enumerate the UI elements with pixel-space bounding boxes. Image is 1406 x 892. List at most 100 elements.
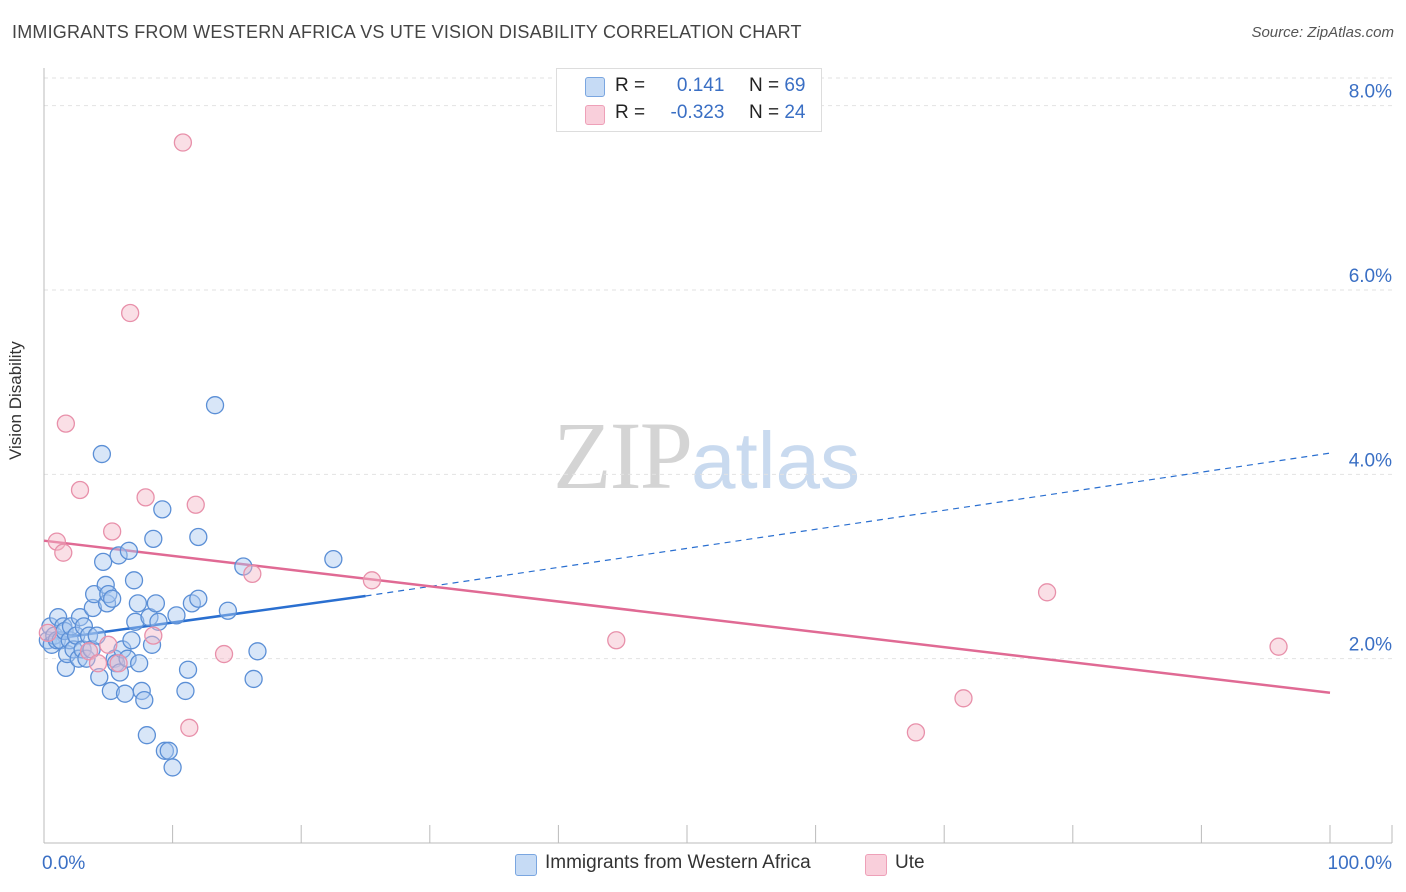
data-point-blue <box>159 741 178 760</box>
axes <box>43 68 1393 844</box>
tick-labels: 2.0% 4.0% 6.0% 8.0% 0.0% 100.0% <box>42 82 1392 874</box>
data-point-blue <box>205 396 225 415</box>
data-point-blue <box>119 541 139 560</box>
data-point-blue <box>149 612 168 631</box>
watermark-zip: ZIP <box>553 402 693 509</box>
data-point-pink <box>136 488 155 507</box>
legend-n-label: N = <box>748 75 780 96</box>
data-point-blue <box>135 690 154 710</box>
data-point-blue <box>79 626 99 645</box>
data-point-blue <box>146 594 166 613</box>
data-point-blue <box>178 660 198 679</box>
data-point-pink <box>109 654 128 673</box>
data-point-blue <box>218 601 238 620</box>
legend-swatch-blue <box>585 77 605 97</box>
data-point-blue <box>90 667 109 687</box>
data-point-blue <box>92 444 112 464</box>
data-point-pink <box>214 644 234 664</box>
watermark-atlas: atlas <box>691 416 860 505</box>
data-point-blue <box>118 649 137 668</box>
data-point-pink <box>121 303 140 323</box>
legend-box: R = 0.141 N = 69 R = -0.323 N = 24 <box>556 68 822 132</box>
data-point-pink <box>906 723 926 742</box>
data-point-pink <box>1269 637 1288 656</box>
data-point-blue <box>176 681 195 701</box>
data-point-pink <box>47 532 67 551</box>
data-point-blue <box>124 571 144 590</box>
legend-n-value: 24 <box>784 102 806 123</box>
data-point-blue <box>103 589 122 608</box>
data-point-pink <box>362 571 382 590</box>
data-point-blue <box>137 726 157 745</box>
y-tick-label: 4.0% <box>1349 450 1392 471</box>
data-point-blue <box>70 608 90 627</box>
x-tick-label: 0.0% <box>42 853 85 874</box>
trend-line-pink <box>43 539 1331 695</box>
data-point-blue <box>110 663 130 682</box>
trend-line-blue-dashed <box>365 452 1331 597</box>
data-point-pink <box>173 133 193 152</box>
data-point-blue <box>130 654 149 673</box>
data-point-blue <box>153 500 172 519</box>
data-point-blue <box>56 658 76 678</box>
data-point-blue <box>163 758 182 777</box>
legend-n-label: N = <box>748 102 780 123</box>
legend-row-blue: R = 0.141 N = 69 <box>615 75 805 97</box>
data-point-blue <box>109 546 128 565</box>
bottom-legend-swatch-pink <box>865 854 887 876</box>
y-tick-label: 8.0% <box>1349 82 1392 103</box>
y-tick-label: 6.0% <box>1349 266 1392 287</box>
legend-n-value: 69 <box>784 75 806 96</box>
bottom-legend-swatch-blue <box>515 854 537 876</box>
y-tick-label: 2.0% <box>1349 635 1392 656</box>
data-point-pink <box>1037 583 1057 602</box>
data-point-blue <box>126 612 145 631</box>
data-point-blue <box>122 631 141 650</box>
trend-line-pink-solid <box>43 539 1331 695</box>
data-point-pink <box>144 626 163 645</box>
x-tick-label: 100.0% <box>1328 853 1393 874</box>
data-point-pink <box>180 718 199 737</box>
points-immigrants-western-africa <box>38 396 343 777</box>
data-point-blue <box>94 552 113 572</box>
data-point-blue <box>324 549 343 569</box>
legend-row-pink: R = -0.323 N = 24 <box>615 102 805 124</box>
data-point-blue <box>167 606 186 625</box>
data-point-pink <box>103 522 122 541</box>
chart-title: IMMIGRANTS FROM WESTERN AFRICA VS UTE VI… <box>12 22 802 42</box>
bottom-legend-series2: Ute <box>895 852 925 873</box>
data-point-pink <box>54 543 73 562</box>
legend-r-value: -0.323 <box>670 102 725 123</box>
data-point-pink <box>70 480 90 500</box>
data-point-blue <box>74 617 94 636</box>
source-label: Source: ZipAtlas.com <box>1251 24 1394 41</box>
watermark: ZIPatlas <box>553 400 860 511</box>
data-point-blue <box>248 642 267 661</box>
data-point-pink <box>99 635 118 654</box>
data-point-pink <box>56 414 76 433</box>
data-point-blue <box>77 649 96 668</box>
legend-r-value: 0.141 <box>676 75 725 96</box>
points-ute <box>38 133 1288 742</box>
data-point-blue <box>101 681 121 701</box>
data-point-pink <box>38 623 58 643</box>
data-point-blue <box>142 635 162 654</box>
legend-r-label: R = <box>615 102 646 123</box>
data-point-blue <box>115 684 135 703</box>
data-point-pink <box>607 631 626 650</box>
data-point-blue <box>128 594 148 613</box>
data-point-pink <box>243 564 262 584</box>
legend-swatch-pink <box>585 105 605 125</box>
data-point-blue <box>155 741 175 760</box>
data-point-pink <box>88 654 108 673</box>
bottom-legend-series1: Immigrants from Western Africa <box>545 852 811 873</box>
data-point-blue <box>244 669 263 689</box>
data-point-pink <box>954 689 973 708</box>
data-point-blue <box>69 649 88 668</box>
data-point-blue <box>144 529 163 548</box>
data-point-blue <box>189 527 208 547</box>
legend-r-label: R = <box>615 75 646 96</box>
data-point-pink <box>186 495 205 514</box>
data-point-blue <box>83 598 103 618</box>
